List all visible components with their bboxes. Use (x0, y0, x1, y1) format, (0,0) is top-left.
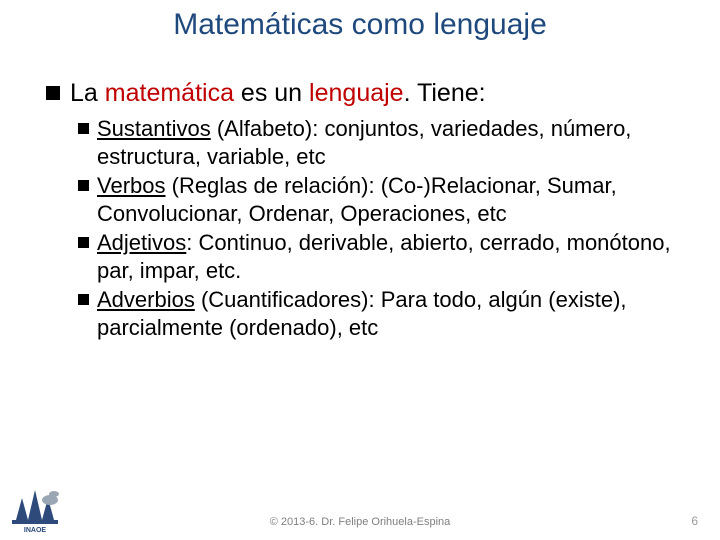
text-fragment: La (70, 79, 105, 107)
slide-title: Matemáticas como lenguaje (0, 8, 720, 42)
text-fragment: (Reglas de relación): (166, 173, 381, 198)
sub-bullet-text: Verbos (Reglas de relación): (Co-)Relaci… (97, 172, 696, 227)
text-fragment: es un (234, 79, 309, 107)
sub-bullet-item: Adverbios (Cuantificadores): Para todo, … (78, 286, 696, 341)
accent-word: matemática (105, 79, 234, 107)
main-bullet: La matemática es un lenguaje. Tiene: (46, 78, 696, 109)
underlined-term: Adverbios (97, 287, 195, 312)
page-number: 6 (691, 514, 698, 528)
footer-copyright: © 2013-6. Dr. Felipe Orihuela-Espina (0, 516, 720, 528)
sub-bullet-item: Verbos (Reglas de relación): (Co-)Relaci… (78, 172, 696, 227)
text-fragment: . Tiene: (404, 79, 486, 107)
underlined-term: Verbos (97, 173, 166, 198)
sub-bullet-list: Sustantivos (Alfabeto): conjuntos, varie… (78, 115, 696, 341)
underlined-term: Sustantivos (97, 116, 211, 141)
underlined-term: Adjetivos (97, 230, 186, 255)
square-bullet-icon (78, 237, 89, 248)
text-fragment: : (186, 230, 198, 255)
square-bullet-icon (78, 180, 89, 191)
accent-word: lenguaje (309, 79, 404, 107)
square-bullet-icon (78, 294, 89, 305)
text-fragment: (Cuantificadores): (195, 287, 381, 312)
text-fragment: (Alfabeto): (211, 116, 325, 141)
square-bullet-icon (46, 86, 60, 100)
content-area: La matemática es un lenguaje. Tiene: Sus… (46, 78, 696, 343)
svg-text:INAOE: INAOE (24, 527, 47, 534)
sub-bullet-text: Adverbios (Cuantificadores): Para todo, … (97, 286, 696, 341)
square-bullet-icon (78, 123, 89, 134)
sub-bullet-text: Adjetivos: Continuo, derivable, abierto,… (97, 229, 696, 284)
slide: Matemáticas como lenguaje La matemática … (0, 0, 720, 540)
sub-bullet-item: Adjetivos: Continuo, derivable, abierto,… (78, 229, 696, 284)
main-bullet-text: La matemática es un lenguaje. Tiene: (70, 78, 486, 109)
sub-bullet-text: Sustantivos (Alfabeto): conjuntos, varie… (97, 115, 696, 170)
sub-bullet-item: Sustantivos (Alfabeto): conjuntos, varie… (78, 115, 696, 170)
